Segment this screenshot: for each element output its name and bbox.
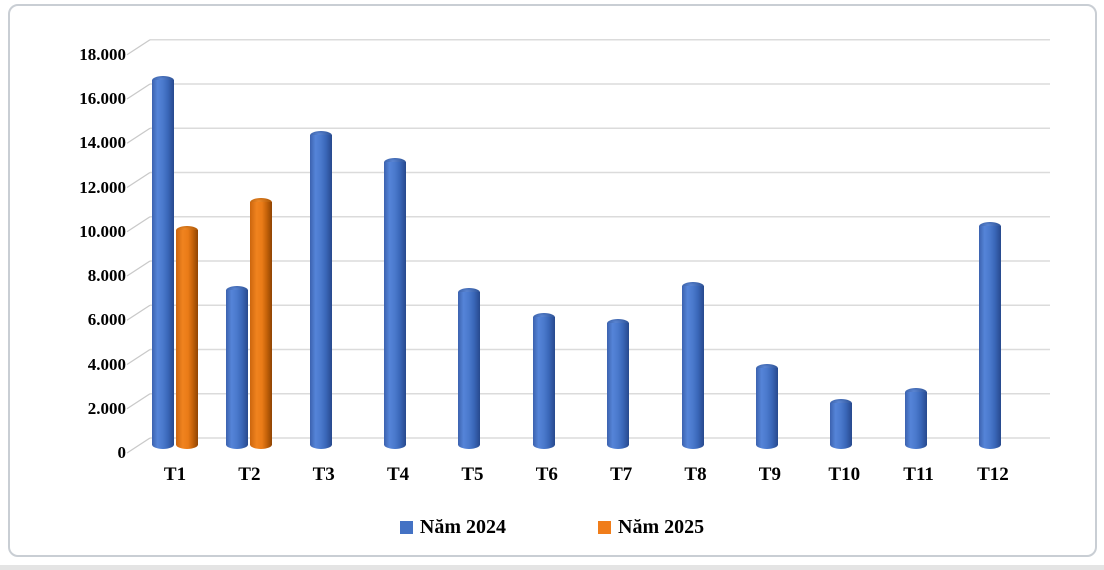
y-axis-tick-icon	[126, 437, 151, 454]
legend-swatch-2025-icon	[598, 520, 611, 534]
legend-label-2024: Năm 2024	[419, 516, 506, 538]
legend-item-nam-2024: Năm 2024	[399, 515, 506, 539]
bar-shaft	[978, 225, 1001, 445]
bar-shaft	[176, 230, 198, 445]
x-axis-label-t10: T10	[828, 464, 861, 485]
bar-shaft	[250, 201, 273, 445]
y-axis-label-18000: 18.000	[79, 44, 126, 64]
bar-t7-nam-2024	[607, 319, 630, 449]
x-axis-label-t9: T9	[758, 464, 781, 485]
x-axis-label-t11: T11	[903, 464, 934, 485]
bar-shaft	[830, 402, 853, 445]
page-edge	[0, 565, 1104, 570]
bar-shaft	[152, 79, 174, 445]
bar-t3-nam-2024	[309, 131, 332, 449]
y-axis-label-0: 0	[117, 443, 127, 462]
x-axis-label-t2: T2	[238, 464, 261, 485]
bar-shaft	[458, 292, 481, 445]
bar-t8-nam-2024	[681, 281, 704, 450]
y-axis-label-6000: 6.000	[87, 310, 126, 330]
bar-t10-nam-2024	[830, 398, 853, 450]
bar-t6-nam-2024	[532, 312, 555, 450]
legend: Năm 2024 Năm 2025	[0, 514, 1104, 540]
x-axis-label-t4: T4	[386, 464, 410, 485]
bar-t12-nam-2024	[978, 221, 1001, 450]
bar-shaft	[755, 367, 778, 445]
y-axis-tick-icon	[126, 127, 151, 144]
y-axis-tick-icon	[126, 304, 151, 321]
bar-t2-nam-2024	[226, 286, 249, 449]
x-axis-label-t1: T1	[163, 464, 187, 485]
bar-t1-nam-2025	[176, 226, 198, 449]
legend-swatch-2024-icon	[399, 520, 413, 534]
bar-t4-nam-2024	[384, 157, 407, 450]
y-axis-tick-icon	[126, 393, 151, 410]
y-axis-label-12000: 12.000	[79, 177, 126, 197]
y-axis-label-2000: 2.000	[87, 398, 126, 418]
y-axis-label-10000: 10.000	[79, 221, 126, 241]
x-axis-label-t8: T8	[684, 464, 707, 485]
bar-shaft	[904, 391, 927, 445]
legend-item-nam-2025: Năm 2025	[598, 515, 704, 539]
y-axis-tick-icon	[126, 39, 151, 56]
y-axis-tick-icon	[126, 260, 151, 277]
x-axis-label-t12: T12	[977, 464, 1009, 485]
bar-shaft	[532, 316, 555, 445]
y-axis-tick-icon	[126, 171, 151, 189]
bar-t5-nam-2024	[458, 288, 481, 449]
bar-shaft	[384, 161, 407, 445]
x-axis-label-t7: T7	[610, 464, 633, 485]
bar-t11-nam-2024	[904, 387, 927, 450]
bar-t2-nam-2025	[250, 197, 273, 450]
y-axis-tick-icon	[126, 83, 151, 100]
bar-shaft	[607, 323, 630, 445]
y-axis-label-14000: 14.000	[79, 133, 126, 153]
bar-shaft	[681, 285, 704, 445]
y-axis-label-8000: 8.000	[87, 266, 126, 285]
y-axis-tick-icon	[126, 348, 151, 366]
bar-t1-nam-2024	[152, 75, 174, 450]
legend-label-2025: Năm 2025	[618, 516, 705, 538]
bar-shaft	[309, 135, 332, 445]
y-axis-label-4000: 4.000	[87, 354, 126, 374]
x-axis-label-t5: T5	[461, 464, 484, 485]
bar-shaft	[226, 290, 249, 445]
y-axis-tick-icon	[126, 216, 151, 233]
bar-t9-nam-2024	[755, 363, 778, 450]
x-axis-label-t6: T6	[535, 464, 558, 485]
x-axis-label-t3: T3	[312, 464, 335, 485]
y-axis-label-16000: 16.000	[79, 89, 126, 108]
